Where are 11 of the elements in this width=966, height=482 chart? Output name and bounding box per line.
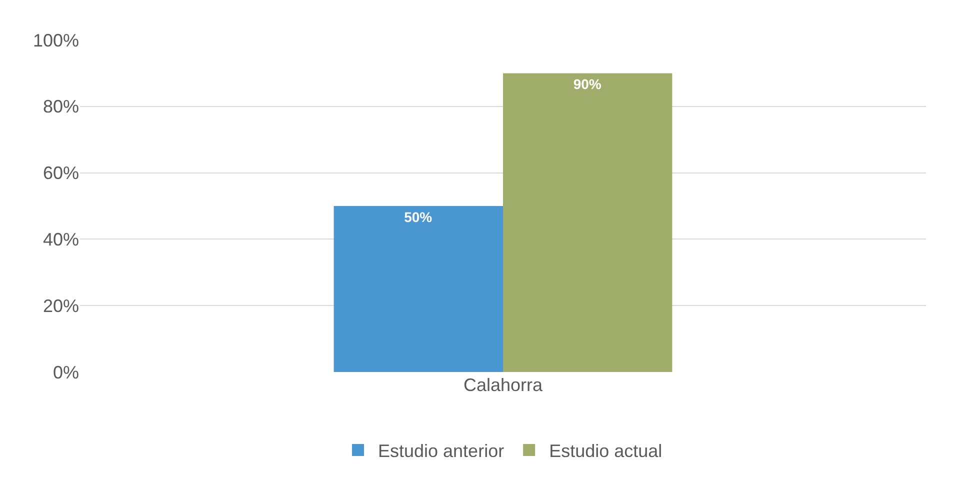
legend-label: Estudio actual [549, 440, 662, 461]
y-tick-label: 60% [42, 163, 79, 184]
y-tick-label: 80% [42, 96, 79, 117]
y-tick-label: 20% [42, 296, 79, 316]
data-label: 50% [404, 209, 433, 225]
y-tick-label: 0% [52, 362, 79, 382]
legend-label: Estudio anterior [378, 440, 504, 461]
y-tick-label: 100% [32, 30, 79, 50]
data-label: 90% [573, 76, 602, 92]
x-tick-label: Calahorra [463, 375, 544, 395]
y-tick-label: 40% [42, 230, 79, 250]
